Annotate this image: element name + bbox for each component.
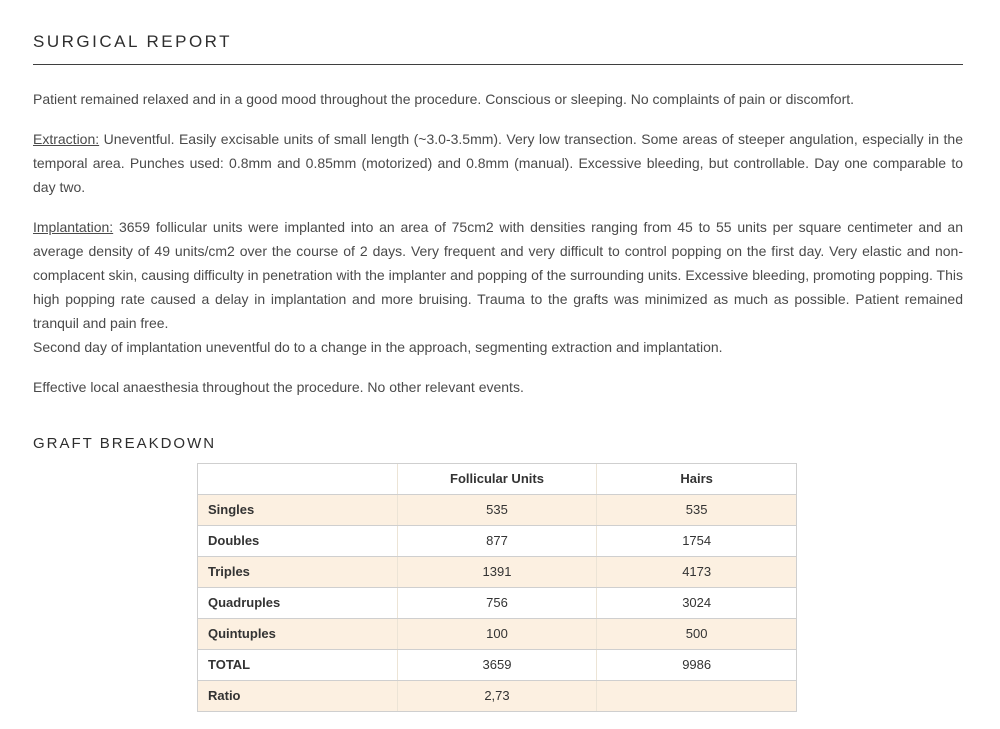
header-cell-empty [197, 463, 398, 495]
follicular-units-value: 100 [396, 618, 597, 650]
follicular-units-value: 3659 [396, 649, 597, 681]
table-row-quadruples: Quadruples 756 3024 [197, 587, 797, 619]
extraction-text: Uneventful. Easily excisable units of sm… [33, 131, 964, 195]
title-divider [33, 64, 963, 65]
implantation-label: Implantation: [33, 219, 114, 235]
table-row-total: TOTAL 3659 9986 [197, 649, 797, 681]
surgical-report-page: SURGICAL REPORT Patient remained relaxed… [33, 32, 963, 712]
paragraph-implantation: Implantation: 3659 follicular units were… [33, 215, 963, 359]
extraction-label: Extraction: [33, 131, 100, 147]
follicular-units-value: 2,73 [396, 680, 597, 712]
graft-breakdown-table: Follicular Units Hairs Singles 535 535 D… [197, 463, 797, 712]
table-row-doubles: Doubles 877 1754 [197, 525, 797, 557]
graft-breakdown-heading: GRAFT BREAKDOWN [33, 435, 217, 452]
row-label: Ratio [197, 680, 398, 712]
hairs-value: 535 [596, 494, 797, 526]
hairs-value: 1754 [596, 525, 797, 557]
header-cell-hairs: Hairs [596, 463, 797, 495]
table-row-ratio: Ratio 2,73 [197, 680, 797, 712]
implantation-second-day-text: Second day of implantation uneventful do… [33, 339, 723, 355]
row-label: Quadruples [197, 587, 398, 619]
follicular-units-value: 756 [396, 587, 597, 619]
follicular-units-value: 535 [396, 494, 597, 526]
hairs-value: 4173 [596, 556, 797, 588]
row-label: Triples [197, 556, 398, 588]
paragraph-extraction: Extraction: Uneventful. Easily excisable… [33, 127, 963, 199]
table-row-singles: Singles 535 535 [197, 494, 797, 526]
paragraph-patient-status: Patient remained relaxed and in a good m… [33, 87, 963, 111]
hairs-value: 3024 [596, 587, 797, 619]
header-cell-follicular-units: Follicular Units [396, 463, 597, 495]
row-label: Quintuples [197, 618, 398, 650]
row-label: Singles [197, 494, 398, 526]
table-row-triples: Triples 1391 4173 [197, 556, 797, 588]
paragraph-text: Patient remained relaxed and in a good m… [33, 91, 855, 107]
paragraph-anaesthesia: Effective local anaesthesia throughout t… [33, 375, 963, 399]
table-header-row: Follicular Units Hairs [197, 463, 797, 495]
row-label: Doubles [197, 525, 398, 557]
follicular-units-value: 1391 [396, 556, 597, 588]
hairs-value: 9986 [596, 649, 797, 681]
implantation-text: 3659 follicular units were implanted int… [33, 219, 964, 331]
hairs-value: 500 [596, 618, 797, 650]
page-title: SURGICAL REPORT [33, 32, 233, 51]
hairs-value [596, 680, 797, 712]
row-label: TOTAL [197, 649, 398, 681]
anaesthesia-text: Effective local anaesthesia throughout t… [33, 379, 524, 395]
follicular-units-value: 877 [396, 525, 597, 557]
table-row-quintuples: Quintuples 100 500 [197, 618, 797, 650]
